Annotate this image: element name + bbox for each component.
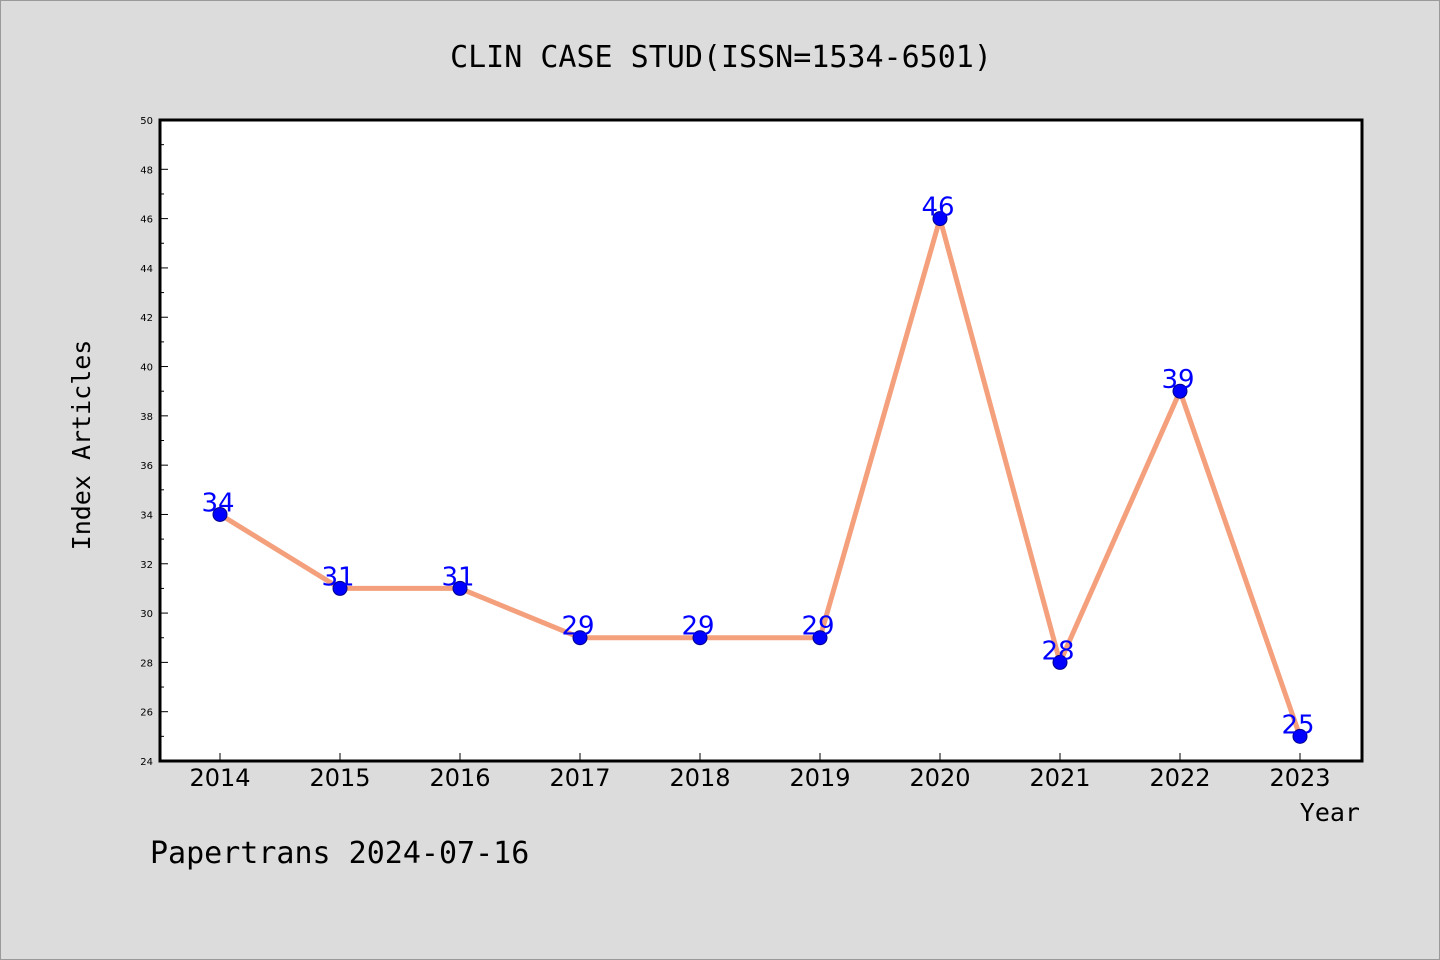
data-label: 31 bbox=[321, 562, 354, 592]
y-tick-label: 46 bbox=[140, 215, 153, 226]
x-tick-label: 2020 bbox=[909, 764, 970, 792]
data-label: 29 bbox=[561, 612, 594, 642]
footer-text: Papertrans 2024-07-16 bbox=[150, 836, 529, 871]
y-tick-label: 34 bbox=[140, 510, 153, 521]
data-label: 31 bbox=[441, 562, 474, 592]
x-tick-label: 2015 bbox=[309, 764, 370, 792]
y-tick-label: 44 bbox=[140, 264, 153, 275]
y-tick-label: 24 bbox=[140, 757, 153, 768]
y-tick-label: 30 bbox=[140, 609, 153, 620]
x-tick-label: 2019 bbox=[789, 764, 850, 792]
data-point bbox=[212, 506, 228, 522]
y-tick-label: 42 bbox=[140, 313, 153, 324]
x-tick-label: 2021 bbox=[1029, 764, 1090, 792]
data-point bbox=[572, 630, 588, 646]
y-tick-label: 50 bbox=[140, 116, 153, 127]
data-point bbox=[1052, 654, 1068, 670]
data-label: 46 bbox=[921, 193, 954, 223]
data-label: 34 bbox=[201, 488, 234, 518]
plot-area bbox=[158, 118, 1364, 763]
y-tick-label: 28 bbox=[140, 658, 153, 669]
y-tick-label: 26 bbox=[140, 708, 153, 719]
y-axis-ticks: 24 26 28 30 32 34 36 38 40 42 44 46 48 50 bbox=[140, 116, 168, 768]
series-layer: 34 31 31 29 29 29 46 28 39 25 bbox=[201, 193, 1315, 744]
data-point bbox=[1292, 728, 1308, 744]
x-axis-ticks: 2014 2015 2016 2017 2018 2019 2020 2021 2022 2023 bbox=[189, 753, 1331, 792]
y-axis-label: Index Articles bbox=[67, 340, 96, 551]
data-label: 39 bbox=[1161, 365, 1194, 395]
data-label: 25 bbox=[1281, 710, 1314, 740]
data-label: 29 bbox=[801, 612, 834, 642]
data-point bbox=[452, 580, 468, 596]
y-tick-label: 48 bbox=[140, 165, 153, 176]
data-label: 29 bbox=[681, 612, 714, 642]
x-tick-label: 2014 bbox=[189, 764, 250, 792]
x-tick-label: 2022 bbox=[1149, 764, 1210, 792]
x-tick-label: 2017 bbox=[549, 764, 610, 792]
x-tick-label: 2018 bbox=[669, 764, 730, 792]
x-tick-label: 2023 bbox=[1269, 764, 1330, 792]
x-tick-label: 2016 bbox=[429, 764, 490, 792]
series-line bbox=[217, 216, 1303, 739]
data-label: 28 bbox=[1041, 636, 1074, 666]
data-point bbox=[812, 630, 828, 646]
data-point bbox=[932, 211, 948, 227]
y-tick-label: 32 bbox=[140, 560, 153, 571]
y-tick-label: 40 bbox=[140, 363, 153, 374]
y-tick-label: 36 bbox=[140, 461, 153, 472]
x-axis-label: Year bbox=[1300, 798, 1360, 827]
chart-title: CLIN CASE STUD(ISSN=1534-6501) bbox=[450, 40, 992, 75]
data-point bbox=[1172, 383, 1188, 399]
data-point bbox=[692, 630, 708, 646]
y-tick-label: 38 bbox=[140, 412, 153, 423]
data-point bbox=[332, 580, 348, 596]
